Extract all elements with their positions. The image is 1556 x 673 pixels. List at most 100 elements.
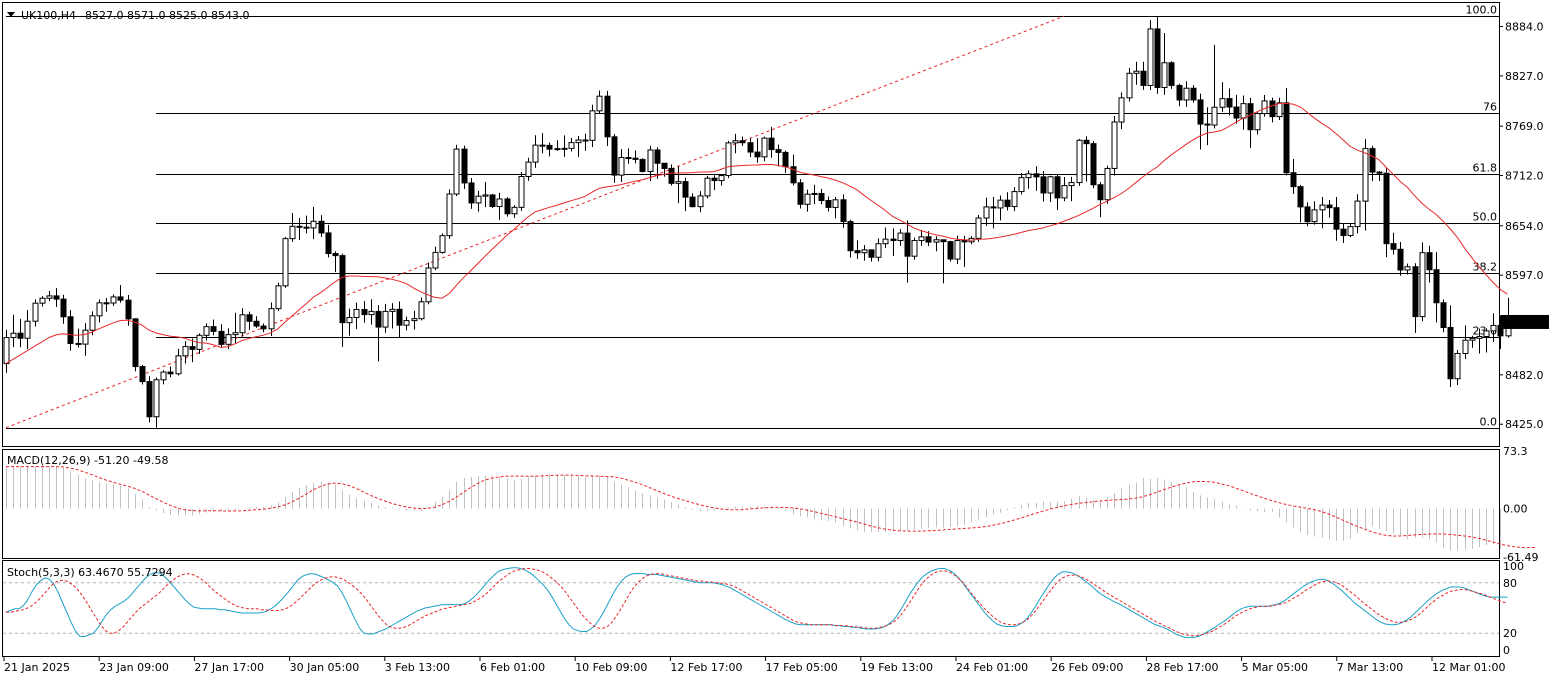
candle <box>382 303 389 333</box>
candle-body-bear <box>53 295 60 300</box>
candle <box>596 90 603 114</box>
candle <box>504 197 511 217</box>
candle <box>175 348 182 376</box>
candle-body-bull <box>46 295 53 299</box>
candle-body-bear <box>1333 207 1340 230</box>
candle <box>117 285 124 303</box>
candle-body-bear <box>167 371 174 375</box>
candle <box>346 308 353 336</box>
candle-body-bear <box>1269 100 1276 118</box>
candle <box>704 175 711 199</box>
candle <box>282 236 289 288</box>
candle-body-bear <box>790 166 797 184</box>
candle <box>854 240 861 259</box>
candle <box>246 311 253 330</box>
time-tick-label: 19 Feb 13:00 <box>861 661 933 673</box>
candle <box>268 302 275 337</box>
candle-body-bull <box>232 332 239 336</box>
time-tick-label: 12 Feb 17:00 <box>670 661 742 673</box>
candle-body-bull <box>1025 173 1032 179</box>
candle-body-bull <box>596 95 603 112</box>
candle <box>110 294 117 306</box>
candle-body-bear <box>1383 172 1390 245</box>
candle-body-bear <box>1197 99 1204 125</box>
symbol-label: UK100,H4 <box>21 9 76 22</box>
price-axis: 8884.0 8827.0 8769.0 8712.0 8654.0 8597.0 8482… <box>1499 21 1544 431</box>
candle <box>1326 200 1333 218</box>
candle <box>482 181 489 208</box>
candle-body-bull <box>1419 252 1426 318</box>
candle-body-bear <box>1340 228 1347 237</box>
candle <box>218 324 225 348</box>
candle-body-bear <box>539 144 546 147</box>
candle <box>1369 145 1376 182</box>
candle-body-bull <box>761 137 768 158</box>
candle-body-bear <box>1140 70 1147 86</box>
candle <box>153 377 160 428</box>
candle-body-bear <box>1004 199 1011 208</box>
candle <box>1111 116 1118 176</box>
fib-level-label: 61.8 <box>1473 162 1498 175</box>
candle <box>1247 97 1254 148</box>
macd-panel[interactable]: 73.3 0.00 -61.49 MACD(12,26,9) -51.20 -49.… <box>2 445 1539 564</box>
candle-body-bear <box>468 182 475 204</box>
candle-body-bear <box>1176 84 1183 101</box>
candle-body-bull <box>203 326 210 336</box>
candle <box>1068 176 1075 202</box>
candle-body-bear <box>1204 123 1211 126</box>
candle <box>1269 97 1276 123</box>
candle <box>818 188 825 205</box>
candle <box>89 311 96 336</box>
candle <box>1097 181 1104 218</box>
time-tick-label: 24 Feb 01:00 <box>956 661 1028 673</box>
candle-body-bear <box>868 249 875 258</box>
candle <box>811 184 818 204</box>
dropdown-triangle-icon[interactable] <box>7 12 15 17</box>
macd-tick-label: 73.3 <box>1503 445 1528 458</box>
candle-body-bear <box>947 241 954 260</box>
candle-body-bear <box>961 240 968 243</box>
candle-body-bear <box>1233 106 1240 119</box>
candle <box>647 145 654 182</box>
candle-body-bull <box>882 238 889 245</box>
candle <box>832 197 839 219</box>
candle <box>925 231 932 247</box>
fib-level-label: 38.2 <box>1473 261 1498 274</box>
candle-body-bear <box>339 255 346 324</box>
candle <box>1376 171 1383 182</box>
candle <box>518 171 525 211</box>
stoch-panel[interactable]: 100 80 20 0 Stoch(5,3,3) 63.4670 55.7294 <box>2 560 1525 657</box>
candle-body-bear <box>146 381 153 418</box>
candle <box>96 299 103 323</box>
candle-body-bear <box>711 177 718 182</box>
candle-body-bear <box>840 199 847 223</box>
candle <box>310 206 317 240</box>
candle-body-bull <box>475 195 482 204</box>
candle-body-bear <box>1440 302 1447 329</box>
candle <box>432 246 439 271</box>
price-tick-label: 8597.0 <box>1505 269 1544 282</box>
candle-body-bull <box>425 267 432 303</box>
candle <box>239 308 246 337</box>
candle <box>1211 44 1218 129</box>
candle <box>1161 32 1168 95</box>
candle <box>1140 61 1147 90</box>
candle <box>1283 87 1290 176</box>
candle <box>1118 92 1125 130</box>
candle <box>1025 170 1032 189</box>
candle <box>940 239 947 284</box>
candle <box>103 297 110 312</box>
macd-tick-label: -61.49 <box>1503 551 1538 564</box>
time-tick-label: 6 Feb 01:00 <box>480 661 545 673</box>
candle-body-bull <box>511 206 518 215</box>
candle-body-bull <box>432 251 439 269</box>
candle-body-bear <box>1290 172 1297 188</box>
candle-body-bull <box>811 192 818 195</box>
candle-body-bear <box>1090 143 1097 186</box>
candle-body-bear <box>818 192 825 202</box>
candle <box>396 301 403 338</box>
candle <box>947 240 954 262</box>
